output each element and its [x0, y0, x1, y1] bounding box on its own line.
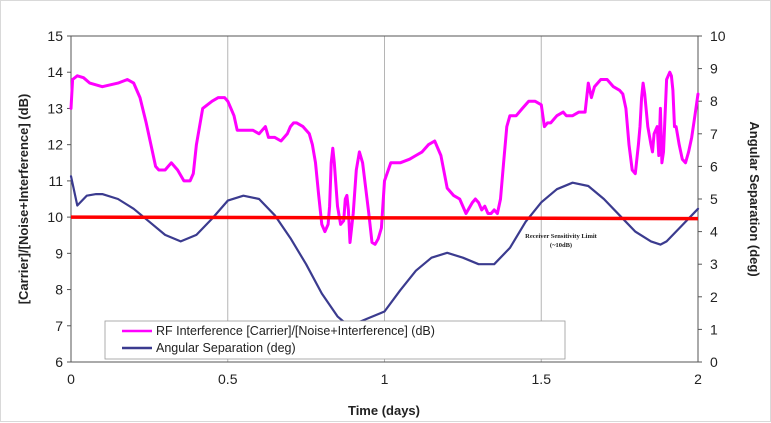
y2-tick-label: 4 [710, 224, 718, 240]
y2-tick-label: 1 [710, 321, 718, 337]
x-axis-ticks: 0 0.5 1 1.5 2 [67, 371, 702, 387]
x-tick-label: 0.5 [218, 371, 238, 387]
y-tick-label: 12 [47, 137, 63, 153]
y-tick-label: 14 [47, 64, 63, 80]
x-tick-label: 2 [694, 371, 702, 387]
y-tick-label: 9 [55, 245, 63, 261]
y2-tick-label: 8 [710, 93, 718, 109]
x-tick-label: 1 [381, 371, 389, 387]
threshold-line [70, 215, 699, 221]
y2-axis-label: Angular Separation (deg) [747, 121, 762, 276]
y-tick-label: 10 [47, 209, 63, 225]
y-tick-label: 13 [47, 100, 63, 116]
legend: RF Interference [Carrier]/[Noise+Interfe… [104, 320, 566, 360]
y-tick-label: 7 [55, 318, 63, 334]
y2-tick-label: 2 [710, 289, 718, 305]
y2-tick-label: 6 [710, 158, 718, 174]
legend-box [104, 320, 566, 360]
y-axis-label: [Carrier]/[Noise+Interference] (dB) [16, 94, 31, 305]
y-axis-ticks: 6 7 8 9 10 11 12 13 14 15 [47, 28, 71, 370]
series-line-rf-interference [69, 70, 700, 246]
y2-tick-label: 3 [710, 256, 718, 272]
x-tick-label: 0 [67, 371, 75, 387]
y2-tick-label: 0 [710, 354, 718, 370]
y2-tick-label: 7 [710, 126, 718, 142]
y2-tick-label: 5 [710, 191, 718, 207]
y2-axis-ticks: 0 1 2 3 4 5 6 7 8 9 10 [698, 28, 726, 370]
x-axis-label: Time (days) [348, 403, 420, 418]
threshold-sublabel: (~10dB) [550, 242, 572, 249]
series-line-angular-separation [69, 175, 700, 326]
y-tick-label: 8 [55, 282, 63, 298]
series-layer [69, 70, 700, 326]
y-tick-label: 15 [47, 28, 63, 44]
y-tick-label: 6 [55, 354, 63, 370]
y2-tick-label: 10 [710, 28, 726, 44]
y-tick-label: 11 [48, 173, 63, 189]
x-tick-label: 1.5 [532, 371, 552, 387]
legend-label-rf-interference: RF Interference [Carrier]/[Noise+Interfe… [156, 324, 435, 338]
legend-label-angular-separation: Angular Separation (deg) [156, 341, 296, 355]
y2-tick-label: 9 [710, 61, 718, 77]
threshold-label: Receiver Sensitivity Limit [525, 233, 598, 240]
